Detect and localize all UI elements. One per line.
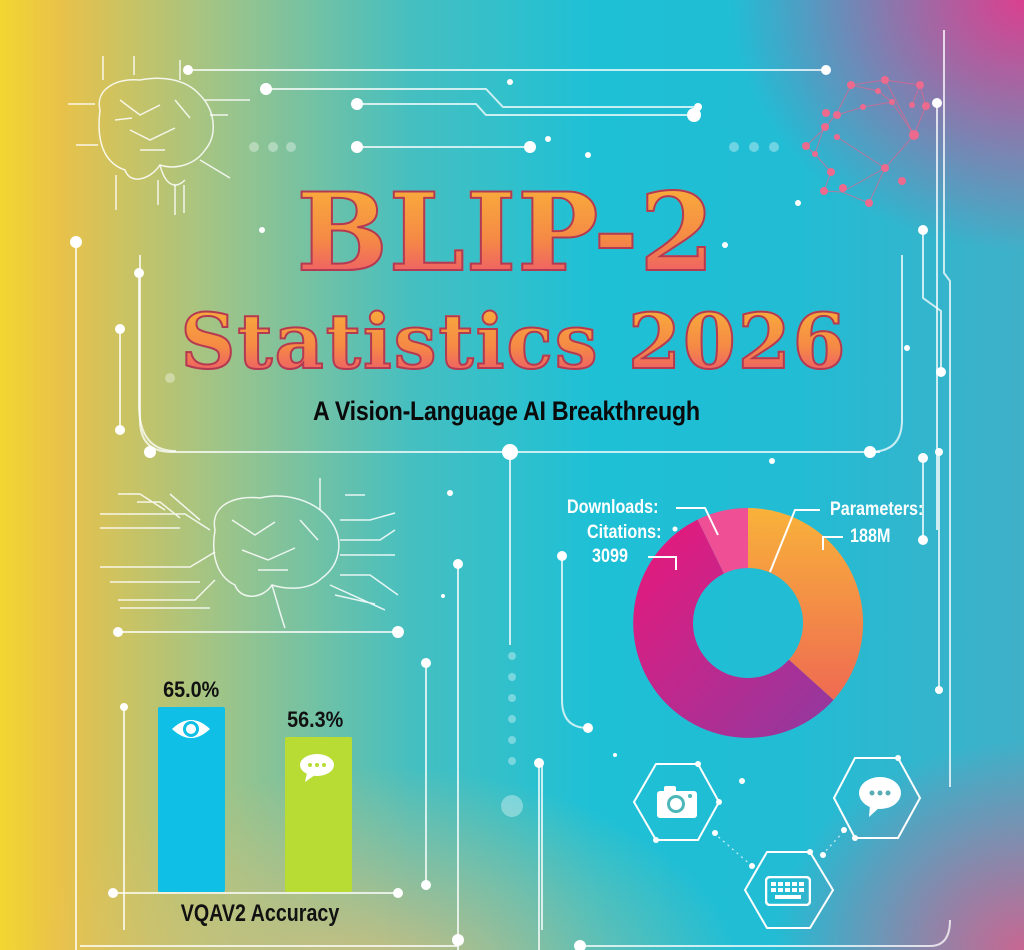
bar-value-vision: 65.0%: [163, 677, 220, 702]
donut-segment-downloads: [697, 507, 748, 574]
donut-label-parameters: Parameters:: [830, 499, 924, 520]
eye-icon: [172, 720, 210, 738]
subtitle: A Vision-Language AI Breakthreugh: [313, 396, 700, 426]
donut-value-parameters: 188M: [850, 526, 891, 547]
donut-label-citations: Citations:: [587, 522, 662, 543]
title-line-2: Statistics 2026: [2, 301, 1024, 383]
bar-value-language: 56.3%: [287, 707, 344, 732]
camera-icon: [657, 786, 697, 818]
donut-segment-citations: [633, 519, 834, 738]
keyboard-icon: [765, 876, 811, 906]
donut-label-downloads: Downloads:: [567, 497, 659, 518]
bar-chart-axis-label: VQAV2 Accuracy: [180, 900, 340, 927]
title-line-1: BLIP-2: [0, 177, 1018, 289]
speech-bubble-icon: [300, 754, 334, 782]
chat-icon: [859, 777, 901, 817]
donut-value-citations: 3099: [592, 546, 628, 567]
